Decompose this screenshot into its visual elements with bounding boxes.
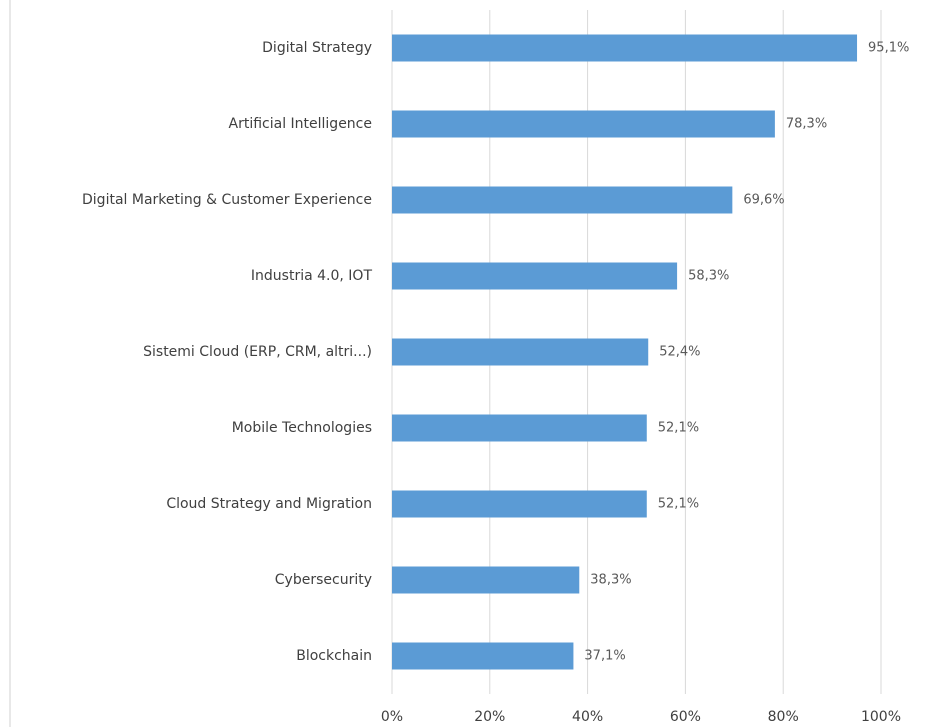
y-tick-label: Sistemi Cloud (ERP, CRM, altri...) bbox=[143, 344, 372, 360]
x-tick-label: 40% bbox=[572, 709, 603, 725]
value-label: 37,1% bbox=[584, 649, 625, 664]
bar bbox=[392, 338, 649, 366]
bar bbox=[392, 414, 647, 442]
y-tick-label: Digital Marketing & Customer Experience bbox=[82, 192, 372, 208]
y-tick-label: Cloud Strategy and Migration bbox=[166, 496, 372, 512]
value-label: 58,3% bbox=[688, 269, 729, 284]
y-tick-label: Cybersecurity bbox=[275, 572, 372, 588]
bar bbox=[392, 566, 580, 594]
x-tick-label: 80% bbox=[768, 709, 799, 725]
y-tick-label: Industria 4.0, IOT bbox=[251, 268, 373, 284]
value-label: 38,3% bbox=[590, 573, 631, 588]
bar bbox=[392, 110, 775, 138]
value-label: 52,4% bbox=[659, 345, 700, 360]
bar bbox=[392, 642, 574, 670]
bar bbox=[392, 262, 678, 290]
value-label: 52,1% bbox=[658, 497, 699, 512]
y-tick-label: Blockchain bbox=[296, 648, 372, 664]
value-label: 69,6% bbox=[743, 193, 784, 208]
x-tick-label: 60% bbox=[670, 709, 701, 725]
x-tick-label: 20% bbox=[474, 709, 505, 725]
y-tick-label: Mobile Technologies bbox=[232, 420, 372, 436]
value-label: 52,1% bbox=[658, 421, 699, 436]
value-label: 78,3% bbox=[786, 117, 827, 132]
y-tick-label: Digital Strategy bbox=[262, 40, 372, 56]
x-tick-label: 100% bbox=[861, 709, 901, 725]
bar bbox=[392, 34, 858, 62]
x-tick-label: 0% bbox=[381, 709, 403, 725]
y-tick-label: Artificial Intelligence bbox=[229, 116, 373, 132]
value-label: 95,1% bbox=[868, 41, 909, 56]
bar bbox=[392, 186, 733, 214]
bar bbox=[392, 490, 647, 518]
